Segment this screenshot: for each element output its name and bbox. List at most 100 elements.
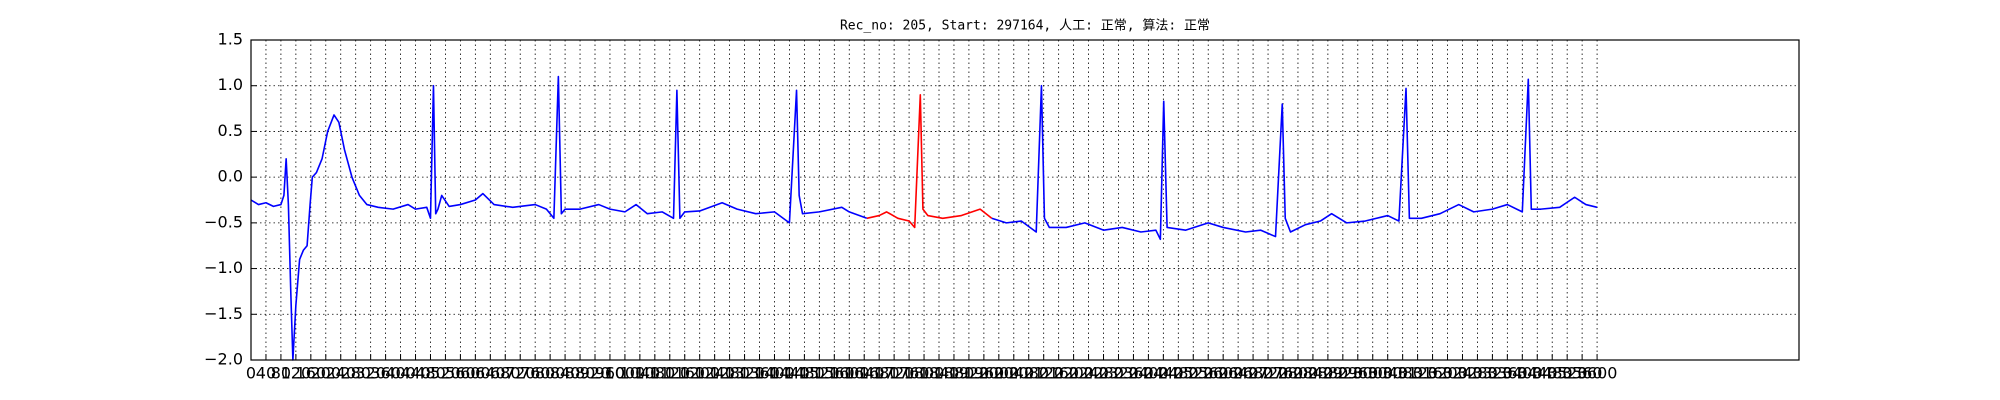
x-tick-label: 2600 <box>1203 364 1244 383</box>
x-tick-label: 3080 <box>1382 364 1423 383</box>
x-tick-label: 40 <box>256 364 276 383</box>
x-tick-label: 1240 <box>694 364 735 383</box>
ecg-line <box>250 75 1598 361</box>
x-tick-label: 1920 <box>949 364 990 383</box>
x-tick-label: 2760 <box>1263 364 1304 383</box>
x-tick-label: 280 <box>340 364 371 383</box>
x-tick-label: 1200 <box>679 364 720 383</box>
x-tick-label: 3000 <box>1352 364 1393 383</box>
x-tick-label: 2560 <box>1188 364 1229 383</box>
chart-title: Rec_no: 205, Start: 297164, 人工: 正常, 算法: … <box>840 19 1210 34</box>
x-tick-label: 2320 <box>1098 364 1139 383</box>
y-tick-label: 0.5 <box>218 121 243 140</box>
x-tick-label: 1320 <box>724 364 765 383</box>
x-tick-label: 2360 <box>1113 364 1154 383</box>
x-tick-label: 2920 <box>1322 364 1363 383</box>
x-tick-label: 3560 <box>1562 364 1603 383</box>
x-tick-label: 1440 <box>769 364 810 383</box>
x-tick-label: 2840 <box>1293 364 1334 383</box>
x-tick-label: 1840 <box>919 364 960 383</box>
x-tick-label: 2880 <box>1308 364 1349 383</box>
x-tick-label: 1120 <box>649 364 690 383</box>
x-tick-label: 440 <box>400 364 431 383</box>
x-tick-label: 3520 <box>1547 364 1588 383</box>
x-tick-label: 1280 <box>709 364 750 383</box>
y-tick-label: 1.5 <box>218 30 243 49</box>
x-tick-label: 2400 <box>1128 364 1169 383</box>
x-tick-label: 2000 <box>978 364 1019 383</box>
y-tick-label: −0.5 <box>204 212 243 231</box>
x-tick-label: 200 <box>311 364 342 383</box>
y-tick-label: −1.5 <box>204 304 243 323</box>
x-tick-label: 3360 <box>1487 364 1528 383</box>
x-tick-label: 760 <box>520 364 551 383</box>
x-tick-label: 3600 <box>1577 364 1618 383</box>
x-tick-label: 1760 <box>889 364 930 383</box>
x-tick-label: 1600 <box>829 364 870 383</box>
x-tick-label: 3480 <box>1532 364 1573 383</box>
x-tick-label: 1960 <box>964 364 1005 383</box>
x-tick-label: 2080 <box>1008 364 1049 383</box>
x-tick-label: 2720 <box>1248 364 1289 383</box>
x-tick-label: 1720 <box>874 364 915 383</box>
x-tick-label: 3200 <box>1427 364 1468 383</box>
x-tick-label: 3160 <box>1412 364 1453 383</box>
x-tick-label: 3440 <box>1517 364 1558 383</box>
x-tick-label: 2280 <box>1083 364 1124 383</box>
x-tick-label: 3120 <box>1397 364 1438 383</box>
x-tick-label: 320 <box>355 364 386 383</box>
x-tick-label: 1800 <box>904 364 945 383</box>
x-tick-label: 2040 <box>993 364 1034 383</box>
x-tick-label: 1160 <box>664 364 705 383</box>
x-tick-label: 1480 <box>784 364 825 383</box>
x-tick-label: 3320 <box>1472 364 1513 383</box>
x-tick-label: 2520 <box>1173 364 1214 383</box>
x-tick-label: 2160 <box>1038 364 1079 383</box>
x-tick-label: 1560 <box>814 364 855 383</box>
x-tick-label: 2240 <box>1068 364 1109 383</box>
x-tick-label: 880 <box>565 364 596 383</box>
x-tick-label: 720 <box>505 364 536 383</box>
x-tick-label: 1080 <box>634 364 675 383</box>
x-tick-label: 2680 <box>1233 364 1274 383</box>
x-tick-label: 2120 <box>1023 364 1064 383</box>
x-tick-label: 1680 <box>859 364 900 383</box>
x-tick-label: 2480 <box>1158 364 1199 383</box>
x-tick-label: 80 <box>271 364 291 383</box>
x-tick-label: 920 <box>580 364 611 383</box>
ecg-line <box>866 94 993 229</box>
x-tick-label: 520 <box>430 364 461 383</box>
plot-frame <box>250 39 1800 361</box>
x-tick-label: 1640 <box>844 364 885 383</box>
x-tick-label: 360 <box>370 364 401 383</box>
x-tick-label: 640 <box>475 364 506 383</box>
x-tick-label: 1880 <box>934 364 975 383</box>
x-tick-label: 1360 <box>739 364 780 383</box>
x-tick-label: 120 <box>281 364 312 383</box>
x-tick-label: 2440 <box>1143 364 1184 383</box>
x-tick-label: 680 <box>490 364 521 383</box>
x-tick-label: 1000 <box>605 364 646 383</box>
x-tick-label: 1400 <box>754 364 795 383</box>
x-tick-label: 2800 <box>1278 364 1319 383</box>
x-tick-label: 1040 <box>620 364 661 383</box>
x-tick-label: 840 <box>550 364 581 383</box>
x-tick-label: 1520 <box>799 364 840 383</box>
x-tick-label: 3040 <box>1367 364 1408 383</box>
x-tick-label: 560 <box>445 364 476 383</box>
x-tick-label: 400 <box>385 364 416 383</box>
y-tick-label: 1.0 <box>218 75 243 94</box>
x-tick-label: 2960 <box>1337 364 1378 383</box>
y-tick-label: −1.0 <box>204 258 243 277</box>
x-tick-label: 800 <box>535 364 566 383</box>
y-tick-label: 0.0 <box>218 167 243 186</box>
x-tick-label: 480 <box>415 364 446 383</box>
x-tick-label: 2640 <box>1218 364 1259 383</box>
x-tick-label: 0 <box>246 364 256 383</box>
x-tick-label: 2200 <box>1053 364 1094 383</box>
x-tick-label: 960 <box>595 364 626 383</box>
x-tick-label: 160 <box>296 364 327 383</box>
x-tick-label: 600 <box>460 364 491 383</box>
